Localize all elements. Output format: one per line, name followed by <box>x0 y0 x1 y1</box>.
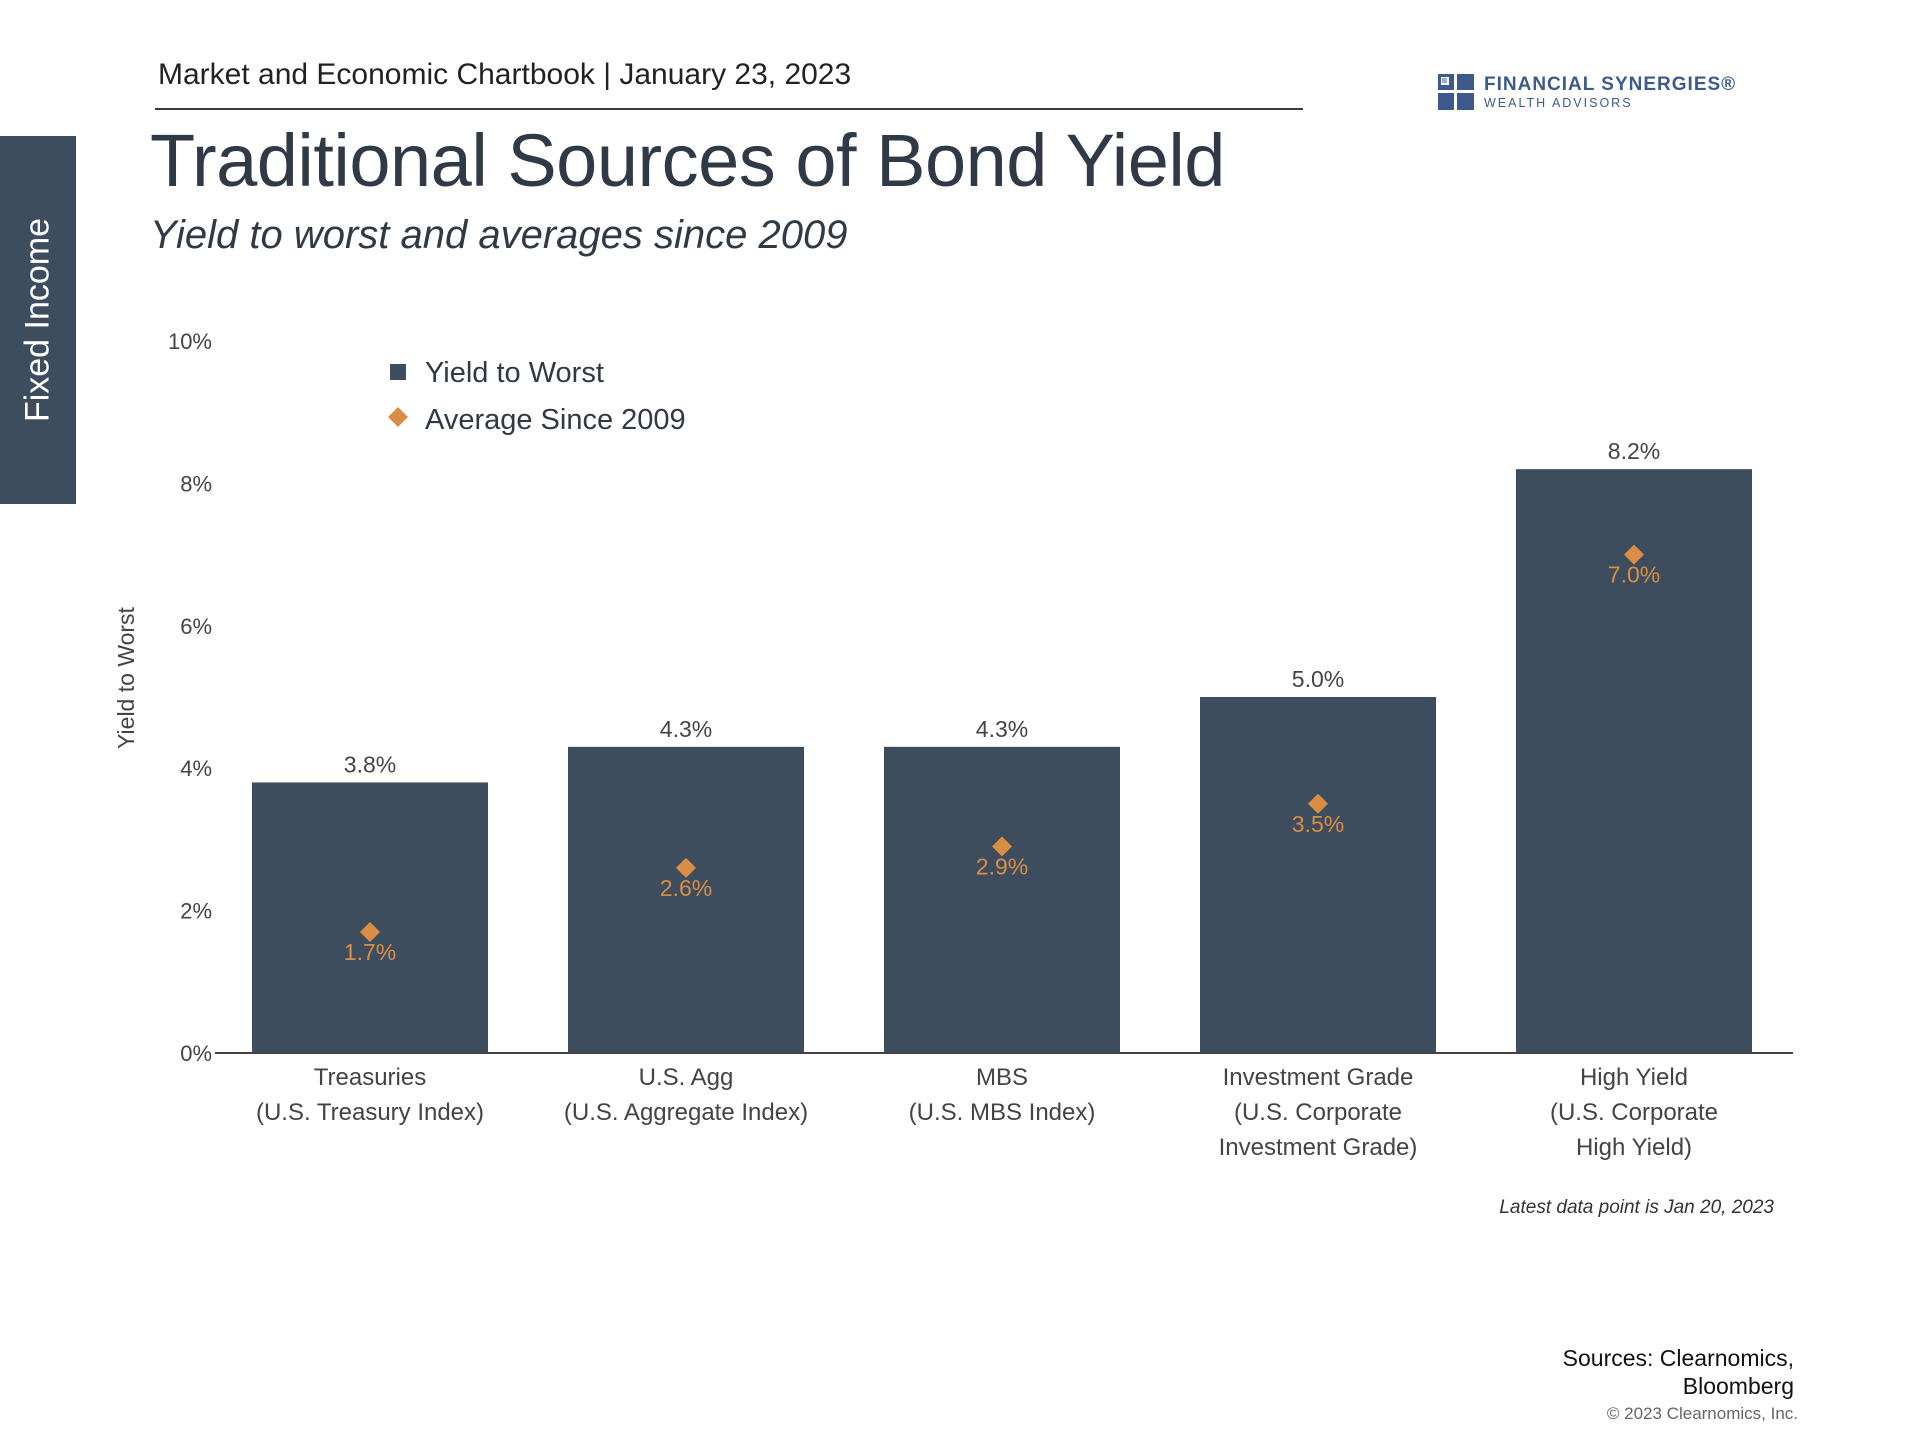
y-tick-label: 8% <box>180 471 212 496</box>
bar-yield-to-worst <box>568 746 804 1053</box>
average-marker <box>676 857 696 878</box>
y-tick-label: 2% <box>180 899 212 924</box>
section-tab: Fixed Income <box>0 136 76 504</box>
x-category-label: (U.S. Corporate <box>1550 1099 1718 1126</box>
logo-square-bottom-left <box>1438 93 1454 110</box>
page-subtitle: Yield to worst and averages since 2009 <box>150 213 848 257</box>
legend-marker-swatch <box>388 407 408 427</box>
chartbook-header: Market and Economic Chartbook | January … <box>158 58 852 91</box>
page-title: Traditional Sources of Bond Yield <box>150 119 1225 202</box>
x-category-label: Investment Grade <box>1223 1064 1414 1091</box>
bar-value-label: 8.2% <box>1608 438 1660 464</box>
average-value-label: 7.0% <box>1608 562 1660 588</box>
logo-name: FINANCIAL SYNERGIES® <box>1484 74 1737 95</box>
x-category-label: (U.S. Aggregate Index) <box>564 1099 808 1126</box>
y-tick-label: 4% <box>180 756 212 781</box>
legend-yield-to-worst: Yield to Worst <box>425 357 604 389</box>
y-tick-label: 6% <box>180 614 212 639</box>
average-marker <box>992 836 1012 857</box>
logo-subtitle: WEALTH ADVISORS <box>1484 96 1633 110</box>
bar-value-label: 3.8% <box>344 751 396 777</box>
legend-bar-swatch <box>390 364 406 380</box>
average-value-label: 2.9% <box>976 854 1028 880</box>
bar-value-label: 4.3% <box>660 716 712 742</box>
header-divider <box>155 108 1303 110</box>
bar-yield-to-worst <box>1516 469 1752 1053</box>
average-marker <box>1624 544 1644 565</box>
y-tick-label: 0% <box>180 1041 212 1066</box>
x-category-label: (U.S. Treasury Index) <box>256 1099 484 1126</box>
x-category-label: (U.S. MBS Index) <box>909 1099 1096 1126</box>
average-value-label: 2.6% <box>660 875 712 901</box>
average-value-label: 1.7% <box>344 939 396 965</box>
x-category-label: U.S. Agg <box>639 1064 734 1091</box>
bar-value-label: 5.0% <box>1292 666 1344 692</box>
average-marker <box>1308 793 1328 814</box>
sources-line-1: Sources: Clearnomics, <box>1562 1345 1794 1371</box>
sources: Sources: Clearnomics, Bloomberg <box>1480 1344 1794 1400</box>
bar-value-label: 4.3% <box>976 716 1028 742</box>
bar-yield-to-worst <box>252 782 488 1053</box>
logo-mark-icon <box>1438 74 1474 110</box>
bar-yield-to-worst <box>1200 697 1436 1053</box>
logo-square-top-right <box>1457 74 1474 90</box>
sources-line-2: Bloomberg <box>1682 1373 1794 1399</box>
logo-square-bottom-right <box>1457 93 1474 110</box>
y-tick-label: 10% <box>168 329 212 354</box>
x-category-label: High Yield <box>1580 1064 1688 1091</box>
company-logo: FINANCIAL SYNERGIES® WEALTH ADVISORS <box>1438 72 1748 112</box>
y-axis-title: Yield to Worst <box>113 606 139 748</box>
x-category-label: Treasuries <box>314 1064 426 1091</box>
x-category-label: (U.S. Corporate <box>1234 1099 1402 1126</box>
average-value-label: 3.5% <box>1292 811 1344 837</box>
logo-square-top-left-dot <box>1442 78 1447 83</box>
x-category-label: High Yield) <box>1576 1134 1692 1161</box>
average-marker <box>360 921 380 942</box>
legend-average-since-2009: Average Since 2009 <box>425 404 686 436</box>
x-category-label: Investment Grade) <box>1219 1134 1418 1161</box>
latest-data-note: Latest data point is Jan 20, 2023 <box>1499 1197 1774 1218</box>
bar-yield-to-worst <box>884 746 1120 1053</box>
copyright: © 2023 Clearnomics, Inc. <box>1606 1404 1798 1423</box>
x-category-label: MBS <box>976 1064 1028 1091</box>
